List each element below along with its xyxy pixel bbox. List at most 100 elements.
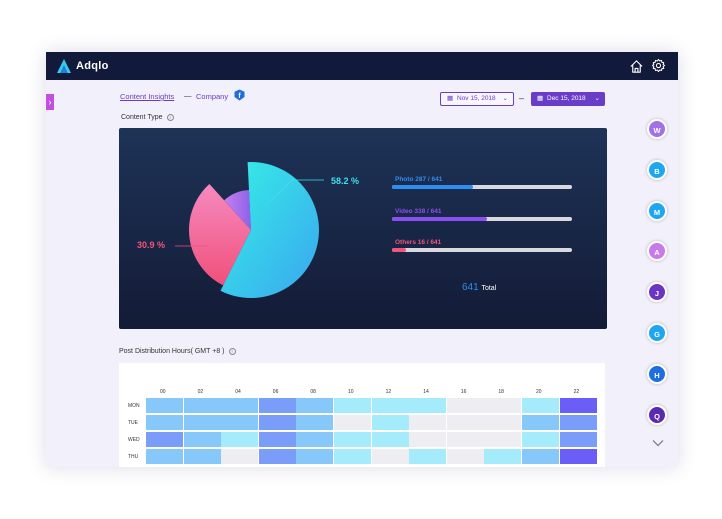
heatmap-cell[interactable] — [183, 449, 221, 464]
bar-label-2: Others 16 / 641 — [395, 239, 442, 246]
heatmap-cell[interactable] — [484, 398, 522, 413]
chevron-down-icon: ⌄ — [594, 95, 600, 102]
heatmap-cell[interactable] — [221, 415, 259, 430]
svg-text:f: f — [238, 93, 241, 100]
heatmap-cell[interactable] — [446, 449, 484, 464]
heatmap-cell[interactable] — [221, 432, 259, 447]
heatmap-cell[interactable] — [258, 398, 296, 413]
home-icon[interactable] — [629, 59, 644, 74]
hour-label-12: 12 — [385, 389, 392, 395]
date-separator: – — [519, 93, 525, 103]
pie-slice-video[interactable] — [224, 190, 251, 230]
avatar-g[interactable]: G — [647, 323, 667, 343]
heatmap-cell[interactable] — [559, 398, 597, 413]
heatmap-cell[interactable] — [334, 449, 371, 464]
heatmap-cell[interactable] — [522, 415, 559, 430]
calendar-icon: ▦ — [537, 95, 544, 102]
heatmap-cell[interactable] — [371, 398, 409, 413]
heatmap-cell[interactable] — [371, 415, 409, 430]
info-icon[interactable]: i — [228, 348, 236, 355]
post-distribution-title-text: Post Distribution Hours( GMT +8 ) — [119, 348, 225, 355]
bar-fill-2 — [392, 248, 407, 252]
info-icon[interactable]: i — [166, 114, 174, 121]
heatmap-cell[interactable] — [296, 398, 334, 413]
heatmap-cell[interactable] — [258, 415, 296, 430]
day-label-tue: TUE — [128, 420, 138, 426]
hour-label-00: 00 — [160, 389, 166, 395]
bar-label-1: Video 338 / 641 — [395, 208, 442, 215]
heatmap-cell[interactable] — [183, 415, 221, 430]
heatmap-cell[interactable] — [371, 449, 409, 464]
heatmap-cell[interactable] — [146, 449, 183, 464]
chevron-down-icon[interactable] — [652, 439, 664, 447]
heatmap-cell[interactable] — [409, 449, 447, 464]
heatmap-cell[interactable] — [522, 398, 559, 413]
heatmap-cell[interactable] — [409, 432, 447, 447]
pie-slice-others[interactable] — [188, 184, 251, 286]
heatmap-cell[interactable] — [334, 432, 371, 447]
heatmap-cell[interactable] — [334, 398, 371, 413]
heatmap-cell[interactable] — [334, 415, 371, 430]
end-date-value: Dec 15, 2018 — [547, 95, 586, 102]
end-date-picker[interactable]: ▦ Dec 15, 2018 ⌄ — [531, 92, 605, 106]
total-count: 641 Total — [462, 282, 496, 293]
heatmap-cell[interactable] — [446, 432, 484, 447]
day-label-thu: THU — [128, 454, 139, 460]
day-label-mon: MON — [128, 403, 140, 409]
heatmap-cell[interactable] — [522, 432, 559, 447]
facebook-icon: f — [234, 89, 245, 101]
hour-label-14: 14 — [423, 389, 429, 395]
bar-fill-0 — [392, 185, 473, 189]
heatmap-cell[interactable] — [183, 432, 221, 447]
tab-company[interactable]: Company — [196, 92, 229, 101]
heatmap-cell[interactable] — [221, 398, 259, 413]
heatmap-cell[interactable] — [183, 398, 221, 413]
content-type-title: Content Type i — [121, 114, 174, 121]
heatmap-cell[interactable] — [296, 415, 334, 430]
heatmap-cell[interactable] — [258, 449, 296, 464]
heatmap-cell[interactable] — [484, 415, 522, 430]
heatmap-cell[interactable] — [409, 398, 447, 413]
heatmap-cell[interactable] — [146, 398, 183, 413]
tab-content-insights[interactable]: Content Insights — [120, 92, 175, 101]
heatmap-cell[interactable] — [446, 398, 484, 413]
sidebar-expand-button[interactable]: › — [46, 94, 54, 110]
heatmap-cell[interactable] — [522, 449, 559, 464]
photo-leader-line — [264, 179, 324, 207]
hour-label-08: 08 — [310, 389, 316, 395]
heatmap-cell[interactable] — [409, 415, 447, 430]
avatar-j[interactable]: J — [647, 282, 667, 303]
avatar-m[interactable]: M — [647, 200, 667, 221]
heatmap-cell[interactable] — [446, 415, 484, 430]
avatar-h[interactable]: H — [647, 363, 667, 384]
hour-label-04: 04 — [235, 389, 241, 395]
heatmap-cell[interactable] — [146, 415, 183, 430]
others-percentage-label: 30.9 % — [137, 240, 166, 250]
heatmap-cell[interactable] — [484, 449, 522, 464]
avatar-q[interactable]: Q — [647, 404, 667, 425]
calendar-icon: ▦ — [447, 95, 454, 102]
heatmap-cell[interactable] — [146, 432, 183, 447]
heatmap-cell[interactable] — [258, 432, 296, 447]
start-date-picker[interactable]: ▦ Nov 15, 2018 ⌄ — [440, 92, 514, 106]
bar-track-1 — [392, 217, 572, 221]
heatmap-cell[interactable] — [559, 415, 597, 430]
heatmap-cell[interactable] — [296, 449, 334, 464]
heatmap-cell[interactable] — [221, 449, 259, 464]
gear-icon[interactable] — [651, 58, 666, 73]
top-bar: Adqlo — [46, 52, 678, 80]
post-distribution-title: Post Distribution Hours( GMT +8 ) i — [119, 348, 236, 355]
hour-label-16: 16 — [460, 389, 467, 395]
chevron-down-icon: ⌄ — [502, 95, 508, 102]
bar-track-0 — [392, 185, 572, 189]
heatmap-cell[interactable] — [484, 432, 522, 447]
avatar-a[interactable]: A — [647, 241, 667, 262]
content-type-title-text: Content Type — [121, 114, 163, 121]
avatar-b[interactable]: B — [647, 159, 667, 180]
heatmap-cell[interactable] — [371, 432, 409, 447]
heatmap-cell[interactable] — [559, 449, 597, 464]
heatmap-cell[interactable] — [296, 432, 334, 447]
pie-slice-photo[interactable] — [220, 162, 319, 299]
heatmap-cell[interactable] — [559, 432, 597, 447]
avatar-w[interactable]: W — [647, 119, 667, 139]
